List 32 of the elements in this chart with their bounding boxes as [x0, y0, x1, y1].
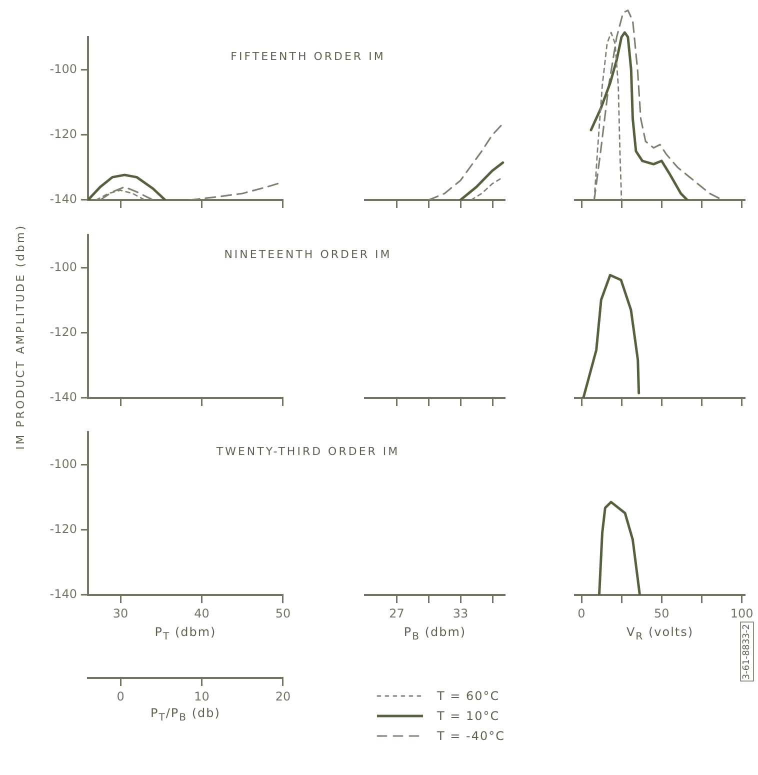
y-tick-label: -140 [50, 192, 77, 206]
text: NINETEENTH ORDER IM [223, 248, 393, 260]
x-tick-label: 50 [275, 606, 291, 620]
x2-tick-label: 20 [275, 689, 291, 704]
legend-label: T = 60°C [437, 689, 500, 703]
x-tick-label: 30 [112, 606, 128, 620]
x2-tick-label: 10 [194, 689, 210, 704]
legend-label: T = -40°C [437, 729, 505, 743]
x-tick-label: 100 [730, 606, 754, 620]
x-tick-label: 33 [452, 606, 468, 620]
y-tick-label: -120 [50, 325, 77, 340]
y-tick-label: -140 [50, 587, 77, 602]
x-tick-label: 27 [389, 606, 404, 620]
y-tick-label: -140 [50, 390, 77, 404]
y-tick-label: -100 [50, 456, 77, 471]
x2-tick-label: 0 [116, 689, 124, 704]
y-tick-label: -120 [50, 127, 77, 142]
x-axis-title: V$_{R}$ (volts) [626, 625, 694, 642]
x-tick-label: 40 [194, 606, 210, 620]
x-tick-label: 0 [578, 606, 586, 620]
y-tick-label: -100 [50, 260, 77, 274]
x-tick-label: 50 [654, 606, 670, 620]
x-axis-title: P$_{T}$ (dbm) [154, 625, 218, 642]
legend-label: T = 10°C [437, 709, 500, 723]
x-axis-title: P$_{B}$ (dbm) [402, 625, 468, 642]
x2-axis-title: P$_{T}$/P$_{B}$ (db) [150, 706, 222, 724]
y-tick-label: -100 [50, 62, 77, 76]
y-tick-label: -120 [50, 522, 77, 536]
text: TWENTY-THIRD ORDER IM [215, 444, 401, 458]
text: 3-61-8833-2 [740, 622, 754, 682]
text: FIFTEENTH ORDER IM [230, 50, 386, 62]
y-axis-title: IM PRODUCT AMPLITUDE (dbm) [14, 224, 27, 450]
